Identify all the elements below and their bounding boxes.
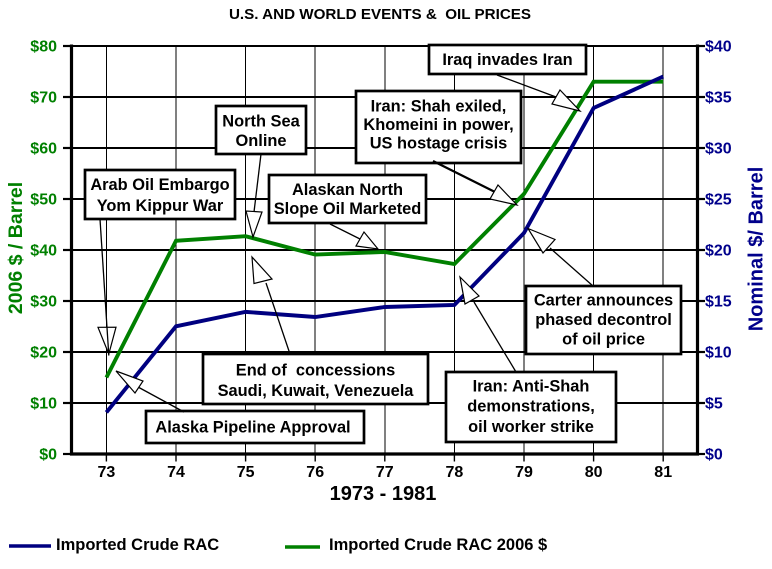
- svg-text:74: 74: [167, 464, 185, 481]
- svg-text:$10: $10: [30, 396, 57, 413]
- svg-text:78: 78: [446, 464, 464, 481]
- svg-text:77: 77: [376, 464, 394, 481]
- svg-text:Iran: Anti-Shah: Iran: Anti-Shah: [473, 378, 590, 396]
- svg-text:79: 79: [515, 464, 533, 481]
- svg-text:Yom Kippur War: Yom Kippur War: [97, 197, 224, 215]
- svg-text:1973 - 1981: 1973 - 1981: [330, 483, 437, 505]
- svg-text:2006 $ / Barrel: 2006 $ / Barrel: [5, 182, 27, 314]
- svg-text:$40: $40: [705, 39, 732, 56]
- svg-text:Nominal $/ Barrel: Nominal $/ Barrel: [746, 167, 768, 332]
- svg-text:Imported Crude RAC: Imported Crude RAC: [56, 536, 219, 554]
- svg-text:of oil price: of oil price: [562, 331, 645, 349]
- svg-text:North Sea: North Sea: [222, 113, 300, 131]
- svg-text:$60: $60: [30, 141, 57, 158]
- svg-text:$40: $40: [30, 243, 57, 260]
- svg-text:$80: $80: [30, 39, 57, 56]
- svg-text:US hostage crisis: US hostage crisis: [370, 135, 508, 153]
- svg-text:$20: $20: [30, 345, 57, 362]
- svg-text:demonstrations,: demonstrations,: [467, 398, 595, 416]
- svg-text:Khomeini in power,: Khomeini in power,: [363, 116, 513, 134]
- svg-text:Alaska Pipeline Approval: Alaska Pipeline Approval: [155, 419, 350, 437]
- svg-text:$30: $30: [30, 294, 57, 311]
- svg-text:U.S. AND WORLD EVENTS & OIL P: U.S. AND WORLD EVENTS & OIL PRICES: [229, 6, 531, 23]
- svg-text:81: 81: [654, 464, 672, 481]
- svg-text:Carter announces: Carter announces: [534, 292, 673, 310]
- svg-text:$70: $70: [30, 90, 57, 107]
- svg-text:Imported Crude RAC 2006 $: Imported Crude RAC 2006 $: [329, 536, 547, 554]
- svg-text:Saudi, Kuwait, Venezuela: Saudi, Kuwait, Venezuela: [218, 382, 415, 400]
- svg-text:$20: $20: [705, 243, 732, 260]
- svg-text:Slope Oil Marketed: Slope Oil Marketed: [274, 200, 422, 218]
- svg-text:Iran: Shah exiled,: Iran: Shah exiled,: [371, 98, 507, 116]
- svg-text:$25: $25: [705, 192, 732, 209]
- svg-text:End of concessions: End of concessions: [236, 362, 395, 380]
- svg-text:Arab Oil Embargo: Arab Oil Embargo: [90, 176, 229, 194]
- svg-text:Online: Online: [236, 132, 287, 150]
- svg-text:oil worker strike: oil worker strike: [468, 418, 594, 436]
- svg-text:$30: $30: [705, 141, 732, 158]
- svg-text:$0: $0: [705, 447, 723, 464]
- svg-text:$5: $5: [705, 396, 723, 413]
- svg-text:80: 80: [585, 464, 603, 481]
- svg-text:75: 75: [237, 464, 255, 481]
- svg-text:$10: $10: [705, 345, 732, 362]
- svg-text:$50: $50: [30, 192, 57, 209]
- svg-text:73: 73: [98, 464, 116, 481]
- svg-text:76: 76: [306, 464, 324, 481]
- svg-text:$35: $35: [705, 90, 732, 107]
- svg-text:Alaskan North: Alaskan North: [292, 181, 403, 199]
- svg-text:$15: $15: [705, 294, 732, 311]
- svg-text:Iraq invades Iran: Iraq invades Iran: [442, 51, 572, 69]
- svg-text:phased decontrol: phased decontrol: [535, 311, 672, 329]
- svg-text:$0: $0: [39, 447, 57, 464]
